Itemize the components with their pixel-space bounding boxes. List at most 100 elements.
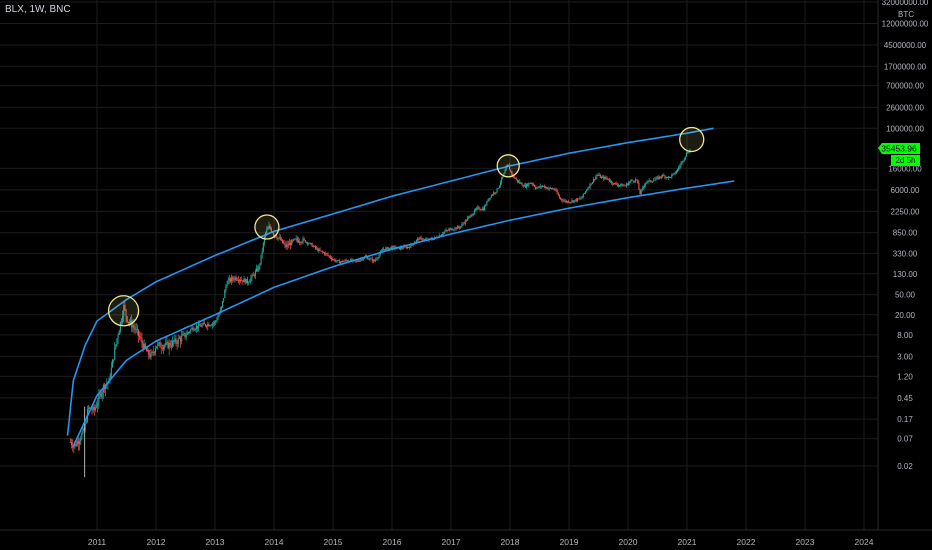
candle-body [286,244,288,248]
symbol-label[interactable]: BLX, 1W, BNC [5,4,71,15]
candle-body [123,304,125,316]
time-tick-label: 2023 [796,537,815,547]
candle-body [473,210,475,214]
candle-body [489,197,491,199]
candle-body [380,250,382,253]
candle-body [608,180,610,182]
candle-body [388,248,390,250]
time-tick-label: 2019 [560,537,579,547]
candles-group [69,148,691,478]
candle-body [319,249,321,251]
price-tick-label: 260000.00 [886,103,924,112]
candle-body [89,407,91,409]
last-price-value: 35453.96 [881,144,917,154]
time-tick-label: 2022 [737,537,756,547]
candle-body [680,163,682,167]
candle-body [343,261,345,263]
candle-body [170,345,172,347]
candle-body [592,179,595,183]
candle-body [114,347,116,360]
candle-body [462,223,464,225]
candle-body [373,260,376,262]
candle-body [499,182,502,186]
candle-body [378,254,380,258]
time-axis[interactable]: 2011 2012 2013 2014 2015 2016 2017 2018 2019 2020… [88,537,874,547]
candle-body [431,239,433,241]
candle-body [235,277,237,280]
candle-body [311,243,313,247]
candle-body [381,250,384,251]
candle-body [159,342,161,348]
candle-body [262,242,264,252]
candle-body [268,226,270,229]
candle-body [287,244,289,246]
candle-body [300,242,302,243]
candle-body [72,445,74,448]
candle-body [596,175,598,177]
candle-body [588,187,590,189]
candle-body [269,226,271,229]
candle-body [543,185,545,187]
candle-body [317,248,319,252]
candle-body [312,246,314,247]
candle-body [633,181,635,183]
candle-body [630,180,632,182]
candle-body [580,198,582,200]
candle-body [185,334,187,338]
candle-body [439,235,441,237]
candle-body [314,246,317,249]
candle-body [523,185,525,187]
candle-body [467,218,469,221]
candle-body [168,342,170,349]
candle-body [212,323,214,324]
candle-body [144,343,146,349]
candle-body [504,170,506,174]
candle-body [120,321,123,323]
candle-body [244,278,246,284]
candle-body [658,176,660,179]
candle-body [225,286,227,291]
candle-body [73,445,75,448]
candle-body [184,333,186,338]
price-tick-label: 0.45 [897,394,913,403]
candle-body [497,188,499,189]
candle-body [672,173,674,175]
price-tick-label: 1700000.00 [884,62,927,71]
candle-body [495,192,497,194]
price-axis[interactable]: 32000000.00 12000000.00 4500000.00 1700000.… [882,0,929,471]
candle-body [485,205,487,207]
candle-body [469,215,471,217]
candle-body [470,215,472,217]
candle-body [648,180,650,181]
candle-body [461,224,463,227]
price-tick-label: 1.20 [897,372,913,381]
candle-body [318,249,320,252]
candle-body [621,184,623,187]
candle-body [654,179,656,181]
candle-body [577,198,579,201]
candle-body [591,182,593,185]
candle-body [600,177,602,178]
candle-body [561,198,563,201]
candle-body [505,167,507,171]
candle-body [513,176,515,179]
candle-body [442,233,444,235]
candle-body [141,338,143,344]
candle-body [250,277,252,282]
candle-body [207,324,209,327]
time-tick-label: 2020 [619,537,638,547]
candle-body [617,185,620,187]
candle-body [93,407,95,411]
candle-body [519,181,521,184]
candle-body [476,208,478,210]
candle-body [111,359,113,368]
time-tick-label: 2024 [855,537,874,547]
price-tick-label: 32000000.00 [882,0,929,7]
candle-body [570,201,572,203]
candle-body [246,279,248,284]
candle-body [330,257,332,260]
candle-body [351,259,353,261]
candle-body [284,243,286,245]
candle-body [587,188,589,191]
